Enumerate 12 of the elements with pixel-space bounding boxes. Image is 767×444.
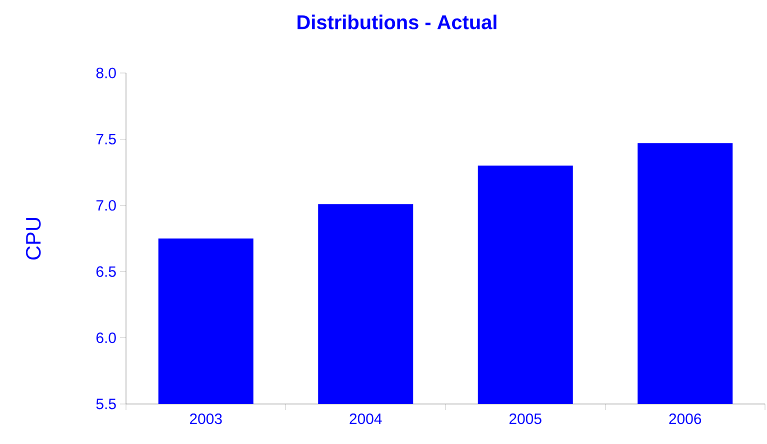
y-tick-label: 6.0 [96, 332, 116, 344]
y-tick-label: 7.5 [96, 134, 116, 144]
x-tick-label: 2003 [190, 414, 222, 424]
x-tick-label: 2006 [669, 414, 702, 424]
y-tick-label: 5.5 [96, 398, 116, 410]
y-axis-title: CPU [26, 218, 41, 260]
chart-title: Distributions - Actual [298, 14, 496, 30]
y-tick-label: 8.0 [96, 68, 116, 78]
x-tick-label: 2005 [510, 414, 542, 424]
y-tick-label: 7.0 [96, 200, 116, 211]
x-tick-label: 2004 [350, 414, 382, 424]
y-tick-label: 6.5 [96, 266, 116, 277]
